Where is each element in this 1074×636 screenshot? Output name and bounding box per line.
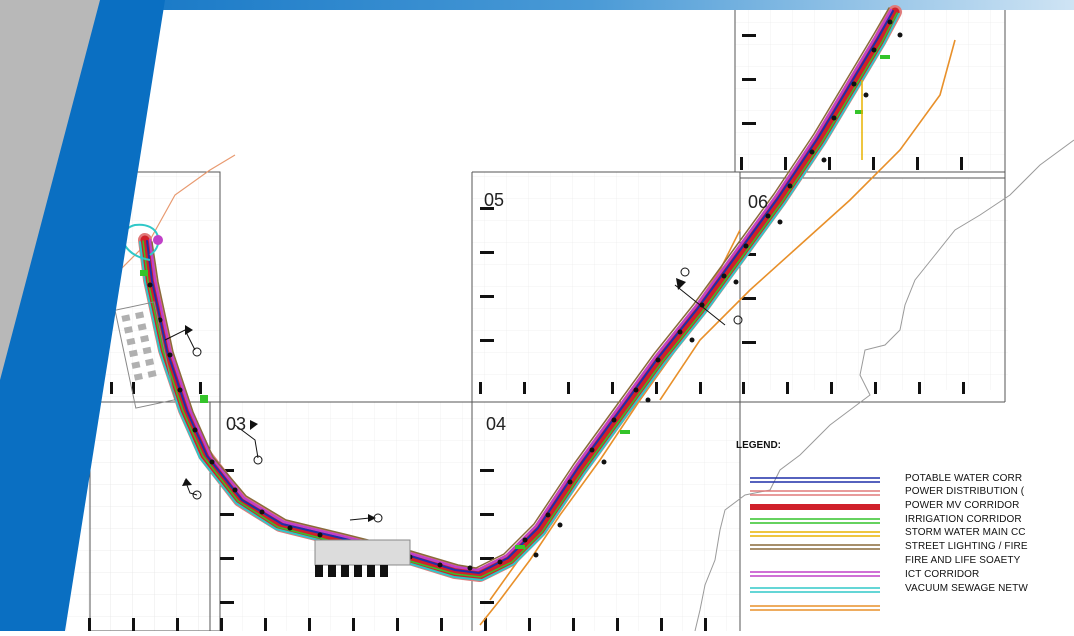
sheet-number-03: 03 bbox=[226, 414, 247, 434]
sheet-number-06: 06 bbox=[748, 192, 769, 212]
legend-swatch-storm-water bbox=[750, 531, 880, 537]
legend-label-street-lighting: STREET LIGHTING / FIRE bbox=[905, 541, 1028, 552]
legend-title: LEGEND: bbox=[736, 440, 781, 451]
legend-label-fire-life-safety: FIRE AND LIFE SOAETY bbox=[905, 555, 1021, 566]
poles bbox=[147, 19, 903, 571]
legend-swatch-potable-water bbox=[750, 477, 880, 483]
sheet-number-05: 05 bbox=[484, 190, 505, 210]
facility-building-bottom bbox=[314, 539, 411, 577]
legend-swatch-ict bbox=[750, 587, 880, 593]
bottom-ticks bbox=[44, 618, 707, 631]
legend-swatch-power-distribution bbox=[750, 490, 880, 496]
upper-ticks bbox=[740, 157, 963, 170]
sheet-05-grid bbox=[472, 172, 740, 390]
top-banner bbox=[0, 0, 1074, 10]
legend-label-vacuum-sewage: VACUUM SEWAGE NETW bbox=[905, 583, 1028, 594]
terminal-node bbox=[153, 235, 163, 245]
irrigation-markers bbox=[140, 55, 890, 549]
sheet-06-grid bbox=[740, 178, 1008, 390]
sheet-07-grid bbox=[735, 10, 1005, 170]
legend-label-storm-water: STORM WATER MAIN CC bbox=[905, 527, 1026, 538]
legend-swatch-fire-life-safety bbox=[750, 571, 880, 577]
legend-label-power-mv: POWER MV CORRIDOR bbox=[905, 500, 1020, 511]
legend-swatch-street-lighting bbox=[750, 544, 880, 550]
blue-slant bbox=[0, 0, 165, 631]
legend-label-ict: ICT CORRIDOR bbox=[905, 569, 980, 580]
legend-swatches bbox=[750, 477, 880, 611]
sheet-03-04-grid bbox=[40, 402, 740, 631]
topo-boundary bbox=[694, 139, 1074, 632]
utility-corridor bbox=[138, 5, 902, 582]
legend-swatch-vacuum-sewage bbox=[750, 605, 880, 611]
sheet-number-04: 04 bbox=[486, 414, 507, 434]
facility-building-left bbox=[114, 301, 176, 409]
legend-swatch-irrigation bbox=[750, 518, 880, 524]
legend-label-power-distribution: POWER DISTRIBUTION ( bbox=[905, 486, 1025, 497]
legend-swatch-power-mv bbox=[750, 504, 880, 510]
legend-label-irrigation: IRRIGATION CORRIDOR bbox=[905, 514, 1022, 525]
legend-label-potable-water: POTABLE WATER CORR bbox=[905, 473, 1023, 484]
section-arrows bbox=[182, 278, 686, 522]
